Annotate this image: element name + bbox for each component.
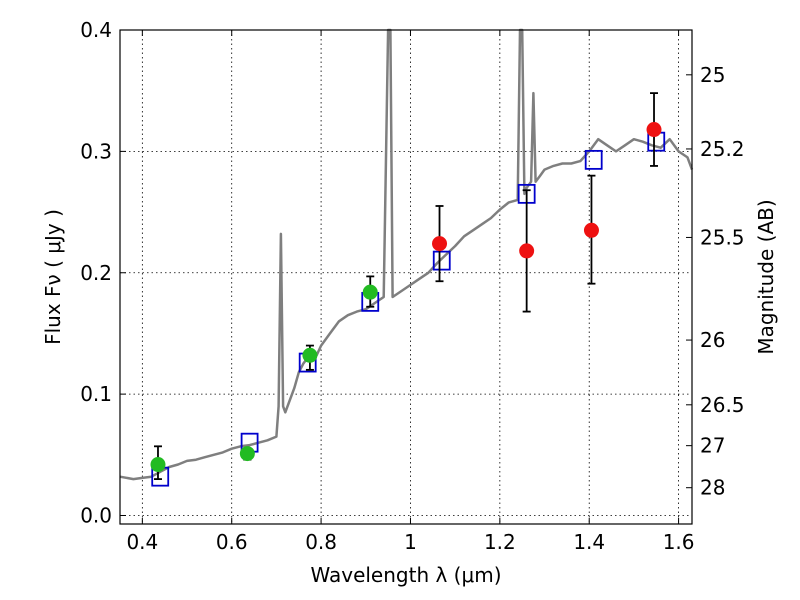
model-point xyxy=(584,149,603,170)
model-points-series xyxy=(151,131,666,487)
x-tick-label: 1 xyxy=(404,530,417,554)
grid-lines xyxy=(120,29,692,524)
x-tick-label: 1.6 xyxy=(663,530,695,554)
x-tick-label: 0.4 xyxy=(126,530,158,554)
nir-point xyxy=(519,243,535,259)
nir-point xyxy=(583,222,599,238)
magnitude-tick-label: 25 xyxy=(700,63,725,87)
y-tick-label: 0.2 xyxy=(80,261,112,285)
y-ticks: 0.0 0.1 0.2 0.3 0.4 xyxy=(80,18,126,528)
magnitude-tick-label: 27 xyxy=(700,434,725,458)
nir-point xyxy=(432,236,448,252)
spectrum-series xyxy=(119,28,694,481)
optical-point xyxy=(150,457,166,473)
y-tick-label: 0.1 xyxy=(80,382,112,406)
optical-point xyxy=(239,446,255,462)
y-tick-label: 0.0 xyxy=(80,504,112,528)
magnitude-ticks: 25 25.2 25.5 26 26.5 27 28 xyxy=(686,63,745,500)
spectrum-line xyxy=(119,28,694,481)
y-axis-title: Flux Fν ( μJy ) xyxy=(41,209,65,345)
magnitude-tick-label: 26.5 xyxy=(700,393,745,417)
y-tick-label: 0.4 xyxy=(80,18,112,42)
x-axis-title: Wavelength λ (μm) xyxy=(310,563,501,587)
x-tick-label: 1.4 xyxy=(573,530,605,554)
magnitude-tick-label: 25.5 xyxy=(700,225,745,249)
nir-point xyxy=(646,122,662,138)
magnitude-tick-label: 28 xyxy=(700,476,725,500)
x-tick-label: 0.8 xyxy=(305,530,337,554)
x-ticks: 0.4 0.6 0.8 1 1.2 1.4 1.6 xyxy=(126,30,695,554)
x-tick-label: 1.2 xyxy=(484,530,516,554)
magnitude-tick-label: 26 xyxy=(700,328,725,352)
plot-frame xyxy=(119,29,693,525)
optical-point xyxy=(362,284,378,300)
x-tick-label: 0.6 xyxy=(216,530,248,554)
optical-point xyxy=(302,347,318,363)
y-tick-label: 0.3 xyxy=(80,139,112,163)
y2-axis-title: Magnitude (AB) xyxy=(754,199,778,354)
magnitude-tick-label: 25.2 xyxy=(700,137,745,161)
nir-points-series xyxy=(432,92,662,313)
optical-points-series xyxy=(150,275,378,480)
model-point xyxy=(432,250,451,271)
